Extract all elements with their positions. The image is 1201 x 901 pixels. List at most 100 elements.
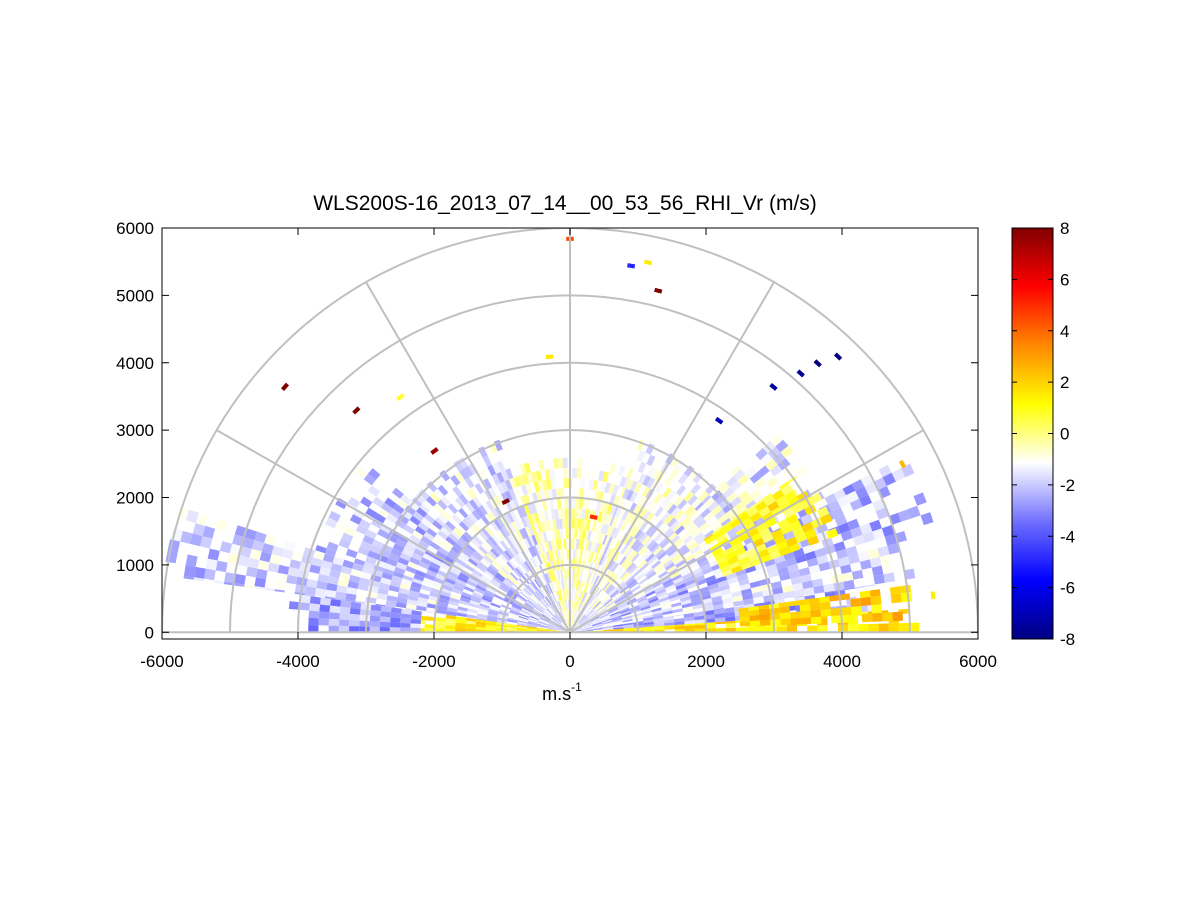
velocity-cell (495, 628, 507, 631)
velocity-cell (357, 546, 370, 556)
velocity-cell (514, 555, 523, 565)
velocity-cell (720, 522, 730, 530)
velocity-cell (524, 560, 532, 571)
velocity-cell (907, 505, 921, 519)
velocity-cell (636, 575, 647, 584)
velocity-cell (567, 619, 570, 630)
velocity-cell (425, 496, 437, 507)
velocity-cell (651, 609, 663, 615)
velocity-cell (577, 579, 582, 591)
velocity-cell (593, 601, 602, 610)
velocity-cell (544, 584, 551, 595)
velocity-cell (524, 602, 534, 610)
velocity-cell (549, 499, 555, 510)
velocity-cell (562, 600, 566, 610)
velocity-cell (523, 538, 531, 549)
velocity-cell (517, 618, 528, 623)
velocity-cell (547, 625, 558, 629)
velocity-cell (347, 496, 361, 509)
velocity-cell (487, 464, 497, 476)
velocity-cell (746, 506, 759, 518)
velocity-cell (683, 612, 694, 615)
velocity-cell (811, 578, 824, 588)
velocity-cell (659, 599, 671, 605)
velocity-cell (410, 619, 421, 624)
velocity-cell (527, 620, 538, 624)
velocity-cell (559, 549, 563, 560)
velocity-cell (890, 593, 902, 604)
velocity-cell (616, 581, 625, 590)
velocity-cell (570, 609, 573, 620)
velocity-cell (772, 489, 785, 501)
velocity-cell (551, 604, 558, 614)
velocity-cell (600, 594, 609, 603)
velocity-cell (589, 514, 598, 520)
velocity-cell (495, 557, 505, 567)
velocity-cell (391, 575, 403, 583)
velocity-cell (458, 603, 469, 609)
velocity-cell (759, 608, 770, 616)
velocity-cell (427, 565, 439, 574)
velocity-cell (872, 528, 885, 540)
velocity-cell (619, 608, 630, 614)
velocity-cell (580, 591, 585, 602)
velocity-cell (592, 600, 600, 609)
velocity-cell (659, 553, 670, 563)
velocity-cell (526, 628, 537, 631)
velocity-cell (437, 513, 449, 524)
velocity-cell (416, 605, 427, 612)
velocity-cell (390, 548, 402, 558)
velocity-cell (592, 574, 598, 585)
velocity-cell (714, 617, 726, 623)
velocity-cell (426, 569, 438, 578)
velocity-cell (506, 575, 516, 584)
velocity-cell (622, 618, 633, 623)
velocity-cell (696, 504, 708, 515)
velocity-cell (638, 599, 649, 605)
velocity-cell (800, 513, 813, 525)
velocity-cell (635, 593, 646, 600)
velocity-cell (519, 591, 529, 600)
velocity-cell (356, 524, 368, 535)
velocity-cell (304, 593, 315, 597)
velocity-cell (388, 553, 400, 562)
velocity-cell (465, 620, 477, 625)
velocity-cell (494, 544, 504, 554)
velocity-cell (612, 528, 620, 539)
velocity-cell (661, 556, 672, 566)
velocity-cell (712, 523, 724, 534)
velocity-cell (738, 578, 750, 586)
velocity-cell (563, 478, 568, 489)
velocity-cell (764, 558, 776, 567)
velocity-cell (674, 625, 685, 630)
velocity-cell (579, 616, 588, 624)
velocity-cell (590, 573, 597, 584)
velocity-cell (594, 490, 601, 502)
velocity-cell (807, 535, 820, 546)
velocity-cell (493, 496, 502, 507)
velocity-cell (447, 503, 459, 514)
velocity-cell (691, 567, 702, 576)
velocity-cell (618, 508, 626, 520)
velocity-cell (429, 523, 440, 534)
velocity-cell (860, 596, 872, 606)
velocity-cell (567, 589, 569, 600)
velocity-cell (558, 579, 563, 591)
velocity-cell (530, 557, 537, 568)
velocity-cell (867, 548, 880, 560)
velocity-cell (555, 614, 563, 623)
velocity-cell (576, 468, 582, 479)
velocity-cell (563, 569, 567, 580)
velocity-cell (582, 570, 587, 581)
velocity-cell (426, 607, 437, 613)
velocity-cell (602, 623, 613, 627)
velocity-cell (753, 477, 767, 489)
velocity-cell (389, 627, 401, 633)
velocity-cell (445, 615, 457, 620)
velocity-cell (608, 588, 618, 597)
velocity-cell (632, 587, 643, 595)
velocity-cell (528, 616, 539, 622)
velocity-cell (475, 584, 486, 592)
velocity-cell (610, 527, 618, 538)
velocity-cell (636, 518, 646, 530)
